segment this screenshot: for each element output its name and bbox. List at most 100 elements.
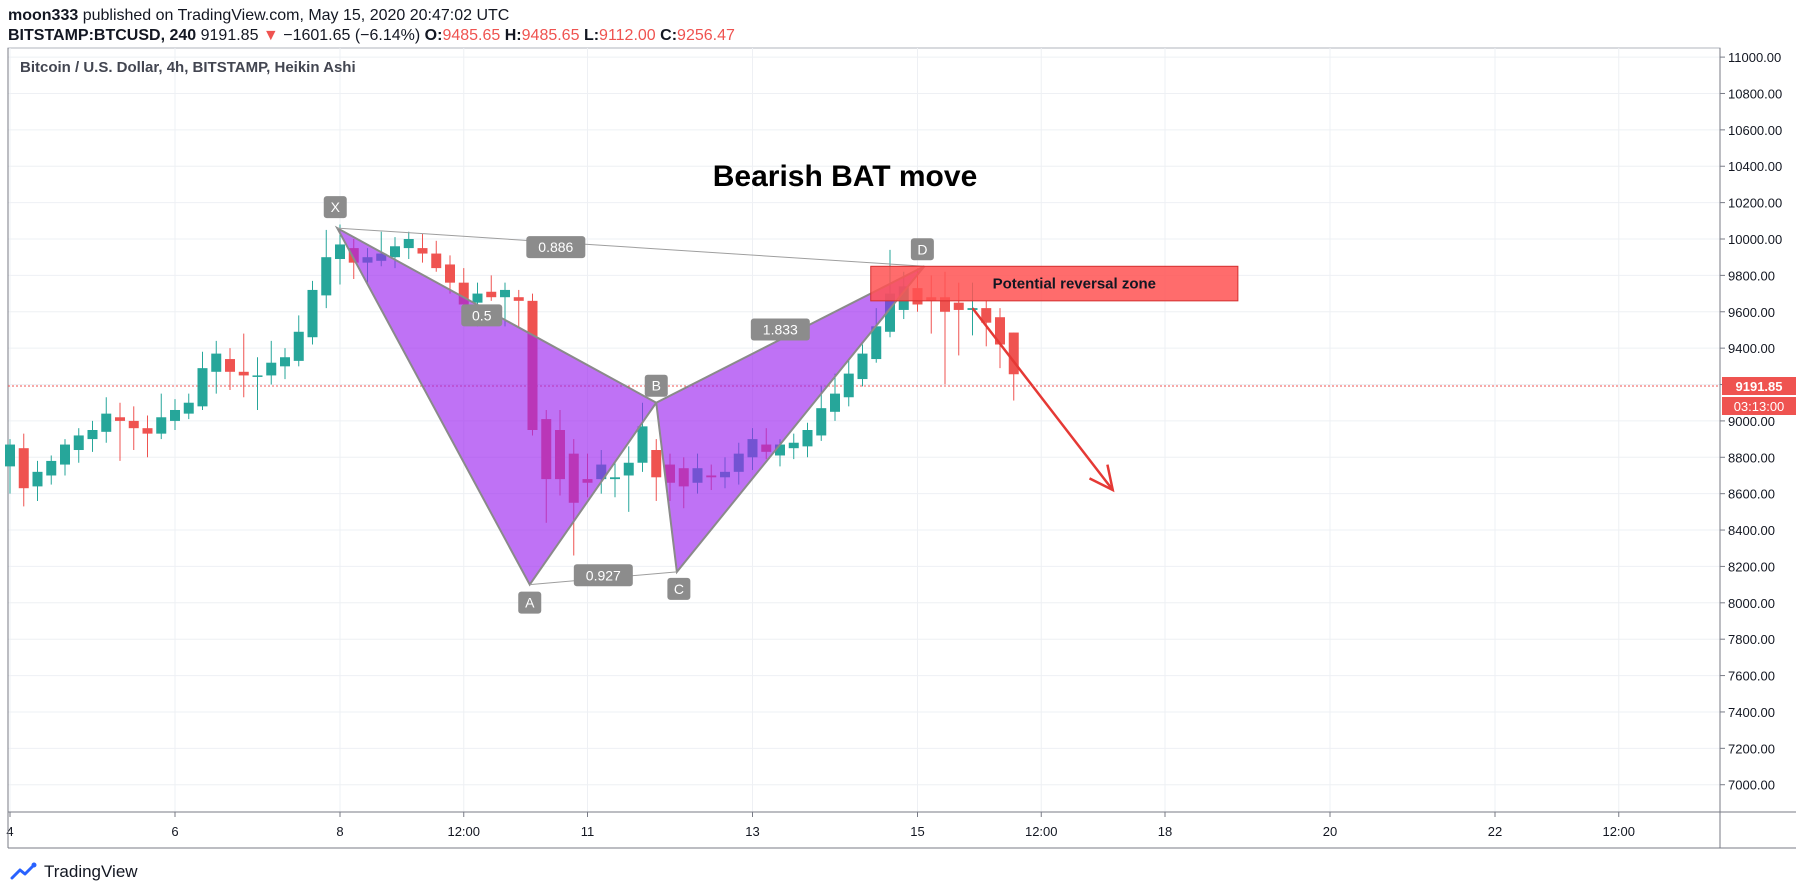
- y-tick-label: 9400.00: [1728, 341, 1775, 356]
- candle-body[interactable]: [183, 402, 194, 414]
- y-tick-label: 8000.00: [1728, 596, 1775, 611]
- candle-body[interactable]: [472, 293, 483, 303]
- y-tick-label: 10600.00: [1728, 123, 1782, 138]
- candle-body[interactable]: [651, 450, 662, 478]
- pattern-point-b-box: [644, 374, 668, 397]
- candle-body[interactable]: [252, 375, 263, 377]
- candle-body[interactable]: [885, 293, 895, 332]
- candle-body[interactable]: [128, 420, 139, 429]
- candle-body[interactable]: [610, 477, 620, 480]
- y-tick-label: 7200.00: [1728, 741, 1775, 756]
- candle-body[interactable]: [18, 448, 29, 489]
- candle-body[interactable]: [816, 408, 827, 436]
- candle-body[interactable]: [266, 362, 277, 376]
- ratio-label-box: [750, 318, 810, 341]
- y-tick-label: 7000.00: [1728, 778, 1775, 793]
- y-tick-label: 10200.00: [1728, 196, 1782, 211]
- candle-body[interactable]: [197, 368, 208, 407]
- pattern-point-x-box: [323, 196, 347, 219]
- candle-body[interactable]: [73, 435, 84, 451]
- y-tick-label: 9600.00: [1728, 305, 1775, 320]
- candle-body[interactable]: [981, 308, 992, 323]
- ratio-label: 0.886: [538, 239, 573, 255]
- plot-area[interactable]: [7, 47, 1721, 813]
- x-tick-label: 13: [745, 824, 759, 839]
- publisher-name[interactable]: moon333: [8, 7, 79, 24]
- candle-body[interactable]: [156, 417, 167, 434]
- candle-body[interactable]: [321, 257, 332, 296]
- countdown-badge: [1722, 397, 1796, 416]
- open-value: 9485.65: [442, 27, 501, 44]
- pattern-point-x: X: [331, 199, 341, 215]
- candle-body[interactable]: [857, 353, 868, 380]
- ratio-label: 0.927: [586, 567, 621, 583]
- published-text: published on TradingView.com, May 15, 20…: [82, 7, 510, 24]
- candle-body[interactable]: [953, 302, 964, 310]
- x-tick-label: 22: [1488, 824, 1502, 839]
- projection-arrowhead: [1088, 464, 1115, 493]
- tradingview-brand[interactable]: TradingView: [44, 862, 138, 881]
- footer: TradingView: [10, 860, 138, 884]
- reversal-zone[interactable]: [870, 265, 1239, 302]
- candle-body[interactable]: [500, 289, 510, 298]
- symbol-line: BITSTAMP:BTCUSD, 240 9191.85 ▼ −1601.65 …: [8, 26, 1708, 46]
- chart-header: moon333 published on TradingView.com, Ma…: [8, 6, 1708, 46]
- candle-body[interactable]: [788, 442, 799, 449]
- candle-body[interactable]: [513, 297, 524, 301]
- candle-body[interactable]: [307, 289, 318, 338]
- high-label: H:: [504, 27, 522, 44]
- candle-body[interactable]: [431, 253, 442, 269]
- candle-body[interactable]: [87, 430, 98, 440]
- ratio-label-box: [526, 236, 586, 259]
- reversal-zone-label: Potential reversal zone: [993, 276, 1156, 293]
- publisher-line: moon333 published on TradingView.com, Ma…: [8, 6, 1708, 26]
- y-tick-label: 8800.00: [1728, 450, 1775, 465]
- annotation-title: Bearish BAT move: [713, 160, 978, 193]
- candle-body[interactable]: [445, 264, 455, 283]
- countdown-label: 03:13:00: [1734, 399, 1785, 414]
- candle-body[interactable]: [115, 417, 125, 421]
- candle-body[interactable]: [280, 357, 290, 367]
- candle-body[interactable]: [238, 371, 249, 376]
- last-price: 9191.85: [200, 27, 259, 44]
- candle-body[interactable]: [170, 409, 180, 421]
- candle-body[interactable]: [623, 462, 634, 476]
- candle-body[interactable]: [390, 246, 400, 258]
- candle-body[interactable]: [843, 373, 854, 398]
- candle-body[interactable]: [802, 430, 813, 447]
- candle-body[interactable]: [335, 244, 345, 260]
- projection-arrow-line[interactable]: [971, 307, 1114, 491]
- candle-body[interactable]: [60, 444, 70, 465]
- close-value: 9256.47: [677, 27, 735, 44]
- candle-body[interactable]: [211, 353, 222, 372]
- candle-body[interactable]: [101, 413, 112, 432]
- candle-body[interactable]: [225, 359, 235, 372]
- y-tick-label: 9000.00: [1728, 414, 1775, 429]
- candle-body[interactable]: [458, 282, 469, 305]
- candle-body[interactable]: [293, 331, 304, 361]
- candle-body[interactable]: [940, 297, 950, 312]
- ratio-label: 0.5: [472, 307, 492, 323]
- candle-body[interactable]: [5, 444, 15, 467]
- pattern-line-xd: [337, 227, 925, 267]
- candle-body[interactable]: [403, 239, 414, 249]
- candle-body[interactable]: [637, 426, 648, 463]
- pattern-point-b: B: [652, 378, 661, 394]
- candle-body[interactable]: [830, 393, 840, 412]
- candle-body[interactable]: [46, 460, 57, 476]
- low-label: L:: [583, 27, 600, 44]
- candle-body[interactable]: [486, 291, 497, 298]
- x-tick-label: 8: [336, 824, 343, 839]
- candle-body[interactable]: [142, 428, 153, 434]
- candle-body[interactable]: [775, 444, 785, 456]
- y-tick-label: 8600.00: [1728, 487, 1775, 502]
- candle-body[interactable]: [871, 326, 882, 360]
- candle-body[interactable]: [32, 471, 43, 487]
- low-value: 9112.00: [599, 27, 656, 44]
- candle-body[interactable]: [995, 317, 1005, 345]
- candle-body[interactable]: [417, 248, 428, 254]
- candle-body[interactable]: [1008, 332, 1019, 375]
- x-tick-label: 20: [1323, 824, 1337, 839]
- pattern-point-a: A: [525, 595, 535, 611]
